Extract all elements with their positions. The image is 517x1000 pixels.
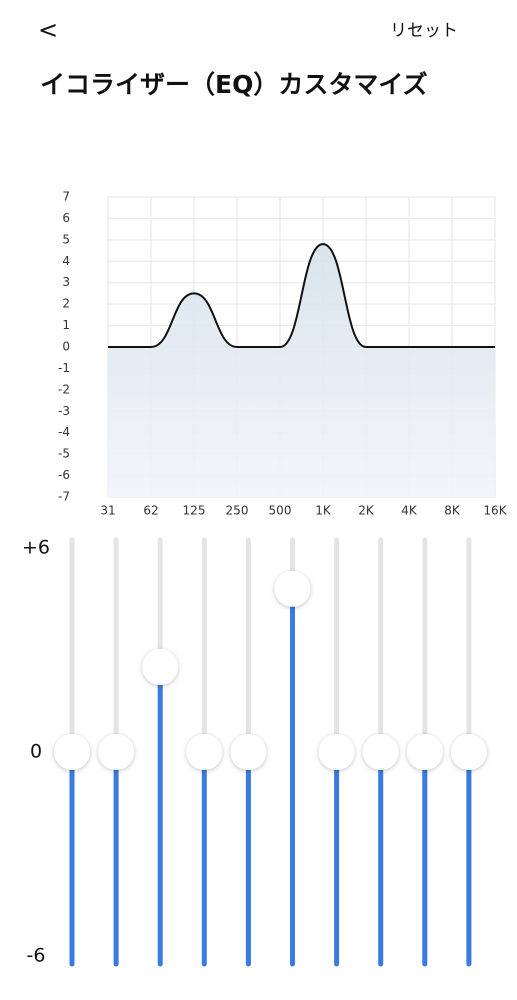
x-tick-label: 125 xyxy=(183,504,206,518)
y-tick-label: -7 xyxy=(58,490,70,504)
y-tick-label: 6 xyxy=(62,211,70,225)
x-tick-label: 16K xyxy=(483,504,507,518)
slider-knob[interactable] xyxy=(186,734,223,770)
slider-knob[interactable] xyxy=(54,734,90,770)
reset-button[interactable]: リセット xyxy=(390,21,458,41)
y-tick-label: 5 xyxy=(62,232,70,246)
scale-label: -6 xyxy=(27,945,46,967)
y-tick-label: 1 xyxy=(62,318,70,332)
slider-knob[interactable] xyxy=(450,734,487,770)
equalizer-sliders: +6 0 -6 xyxy=(22,537,487,967)
y-tick-label: 2 xyxy=(62,297,70,311)
y-tick-label: 0 xyxy=(62,340,70,354)
scale-label: +6 xyxy=(22,537,50,559)
y-tick-label: -6 xyxy=(58,468,70,482)
slider-knob[interactable] xyxy=(98,734,135,770)
slider-knob[interactable] xyxy=(230,734,267,770)
y-tick-label: -3 xyxy=(58,404,70,418)
y-tick-label: 7 xyxy=(62,190,70,204)
back-button[interactable]: < xyxy=(38,16,58,44)
slider-knob[interactable] xyxy=(406,734,443,770)
slider-knob[interactable] xyxy=(318,734,355,770)
slider-knob[interactable] xyxy=(142,649,179,685)
eq-chart: -7 -6 -5 -4 -3 -2 -1 0 1 2 3 4 5 6 7 31 62 125 250 500 1K 2K 4… xyxy=(58,190,508,518)
curve-line xyxy=(107,243,495,349)
x-tick-label: 250 xyxy=(226,504,249,518)
y-tick-label: -5 xyxy=(58,447,70,461)
y-tick-label: -4 xyxy=(58,425,70,439)
page-title: イコライザー（EQ）カスタマイズ xyxy=(40,70,428,99)
x-tick-label: 1K xyxy=(315,504,332,518)
x-tick-label: 2K xyxy=(358,504,375,518)
x-tick-label: 62 xyxy=(143,504,158,518)
y-tick-label: -2 xyxy=(58,382,70,396)
y-tick-label: 3 xyxy=(62,275,70,289)
slider-knob[interactable] xyxy=(362,734,399,770)
x-tick-label: 31 xyxy=(100,504,115,518)
y-tick-label: -1 xyxy=(58,361,70,375)
x-tick-label: 4K xyxy=(401,504,418,518)
y-tick-label: 4 xyxy=(62,254,70,268)
x-tick-label: 8K xyxy=(444,504,461,518)
x-tick-label: 500 xyxy=(269,504,292,518)
slider-knob[interactable] xyxy=(274,570,311,607)
scale-label: 0 xyxy=(30,741,42,763)
curve-area xyxy=(108,244,495,497)
